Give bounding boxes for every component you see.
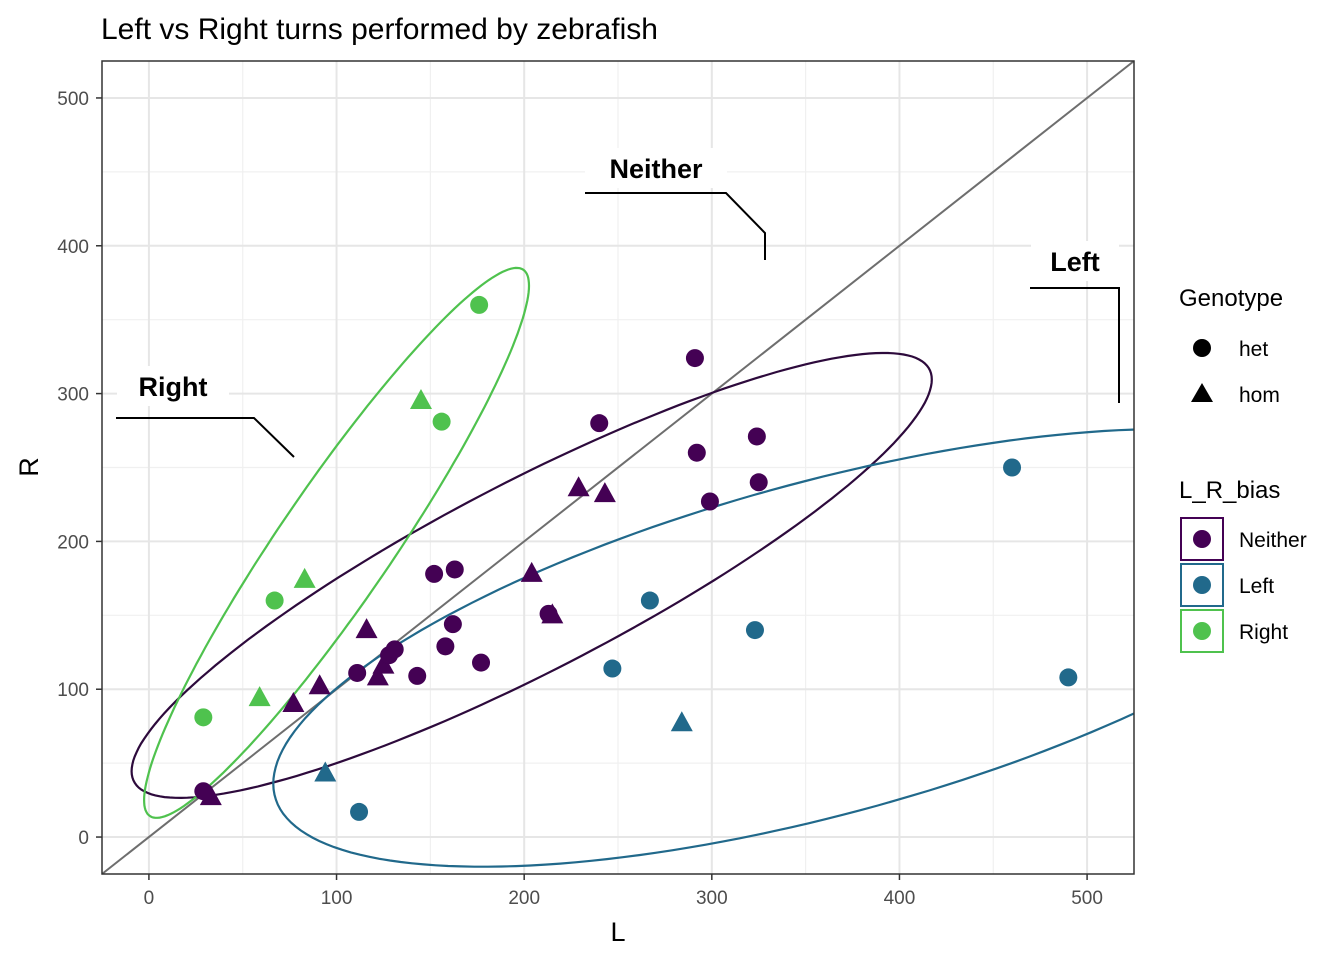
annotation-left: Left	[1030, 241, 1120, 403]
annotation-right-label: Right	[139, 372, 208, 402]
point-neither-het	[385, 640, 404, 659]
point-right-het	[470, 295, 489, 314]
point-left-hom	[314, 761, 337, 782]
x-tick-label: 400	[884, 888, 916, 909]
point-left-het	[640, 591, 659, 610]
point-right-het	[265, 591, 284, 610]
annotation-neither: Neither	[585, 148, 766, 260]
plot-panel: Neither Left Right	[101, 60, 1135, 875]
point-right-hom	[248, 686, 271, 707]
point-neither-hom	[593, 482, 616, 503]
ellipse-neither	[130, 351, 933, 800]
y-tick-label: 500	[57, 89, 89, 110]
point-neither-het	[685, 349, 704, 368]
point-left-het	[1059, 668, 1078, 687]
point-neither-het	[445, 560, 464, 579]
legend-het-label: het	[1239, 338, 1268, 361]
point-neither-hom	[282, 692, 305, 713]
annotation-neither-box	[585, 148, 727, 188]
y-axis: 0 100 200 300 400 500	[57, 89, 102, 849]
y-tick-label: 200	[57, 532, 89, 553]
point-neither-het	[348, 663, 367, 682]
point-left-het	[350, 802, 369, 821]
annotation-left-leader	[1030, 287, 1120, 403]
x-tick-label: 100	[321, 888, 353, 909]
legend: Genotype het hom L_R_bias Neither Left Rig…	[1179, 285, 1307, 653]
group-ellipses	[130, 266, 1134, 868]
minor-gridlines	[102, 61, 1134, 874]
annotations: Neither Left Right	[116, 148, 1120, 458]
x-axis: 0 100 200 300 400 500	[144, 874, 1103, 909]
point-neither-het	[590, 414, 609, 433]
point-right-het	[194, 708, 213, 727]
x-tick-label: 500	[1071, 888, 1103, 909]
legend-left-label: Left	[1239, 575, 1274, 598]
legend-right-label: Right	[1239, 621, 1288, 644]
annotation-neither-label: Neither	[609, 154, 703, 184]
annotation-neither-leader	[585, 192, 766, 260]
legend-hom-label: hom	[1239, 384, 1280, 407]
major-gridlines	[102, 61, 1134, 874]
ellipse-right	[142, 266, 531, 819]
data-points	[194, 295, 1078, 821]
point-left-het	[745, 621, 764, 640]
legend-neither-box	[1180, 517, 1224, 561]
panel-border	[101, 60, 1135, 875]
point-neither-het	[436, 637, 455, 656]
point-neither-hom	[567, 476, 590, 497]
annotation-right: Right	[116, 366, 295, 458]
y-tick-label: 400	[57, 237, 89, 258]
point-neither-het	[443, 615, 462, 634]
legend-neither-label: Neither	[1239, 529, 1307, 552]
point-neither-het	[749, 473, 768, 492]
x-tick-label: 200	[508, 888, 540, 909]
y-tick-label: 300	[57, 385, 89, 406]
point-neither-hom	[372, 653, 395, 674]
annotation-right-leader	[116, 417, 295, 458]
point-neither-hom	[355, 618, 378, 639]
ellipse-left	[272, 428, 1134, 868]
legend-left-key	[1193, 576, 1211, 594]
point-neither-het	[408, 666, 427, 685]
point-right-het	[432, 412, 451, 431]
legend-neither-key	[1193, 530, 1211, 548]
x-axis-label: L	[610, 917, 625, 947]
chart-title: Left vs Right turns performed by zebrafi…	[101, 13, 658, 46]
legend-bias-items: Neither Left Right	[1180, 517, 1307, 653]
legend-left-box	[1180, 563, 1224, 607]
y-axis-label: R	[14, 457, 44, 477]
point-left-het	[1003, 458, 1022, 477]
point-neither-hom	[308, 674, 331, 695]
legend-het-key	[1193, 339, 1211, 357]
point-neither-hom	[366, 665, 389, 686]
point-neither-hom	[520, 561, 543, 582]
point-right-hom	[409, 388, 432, 409]
x-tick-label: 0	[144, 888, 155, 909]
x-tick-label: 300	[696, 888, 728, 909]
y-tick-label: 100	[57, 680, 89, 701]
legend-right-key	[1193, 622, 1211, 640]
point-neither-hom	[541, 603, 564, 624]
point-left-het	[603, 659, 622, 678]
point-left-hom	[670, 711, 693, 732]
point-neither-het	[425, 564, 444, 583]
y-tick-label: 0	[78, 828, 89, 849]
legend-right-box	[1180, 609, 1224, 653]
point-neither-het	[687, 443, 706, 462]
legend-bias-title: L_R_bias	[1179, 477, 1280, 504]
point-neither-het	[747, 427, 766, 446]
point-neither-het	[700, 492, 719, 511]
point-right-hom	[293, 567, 316, 588]
annotation-left-box	[1031, 241, 1119, 281]
legend-hom-key	[1191, 383, 1213, 402]
reference-diagonal	[101, 60, 1135, 875]
annotation-left-label: Left	[1050, 247, 1100, 277]
point-neither-hom	[199, 785, 222, 806]
legend-genotype-title: Genotype	[1179, 285, 1283, 312]
point-neither-het	[472, 653, 491, 672]
annotation-right-box	[117, 366, 229, 406]
